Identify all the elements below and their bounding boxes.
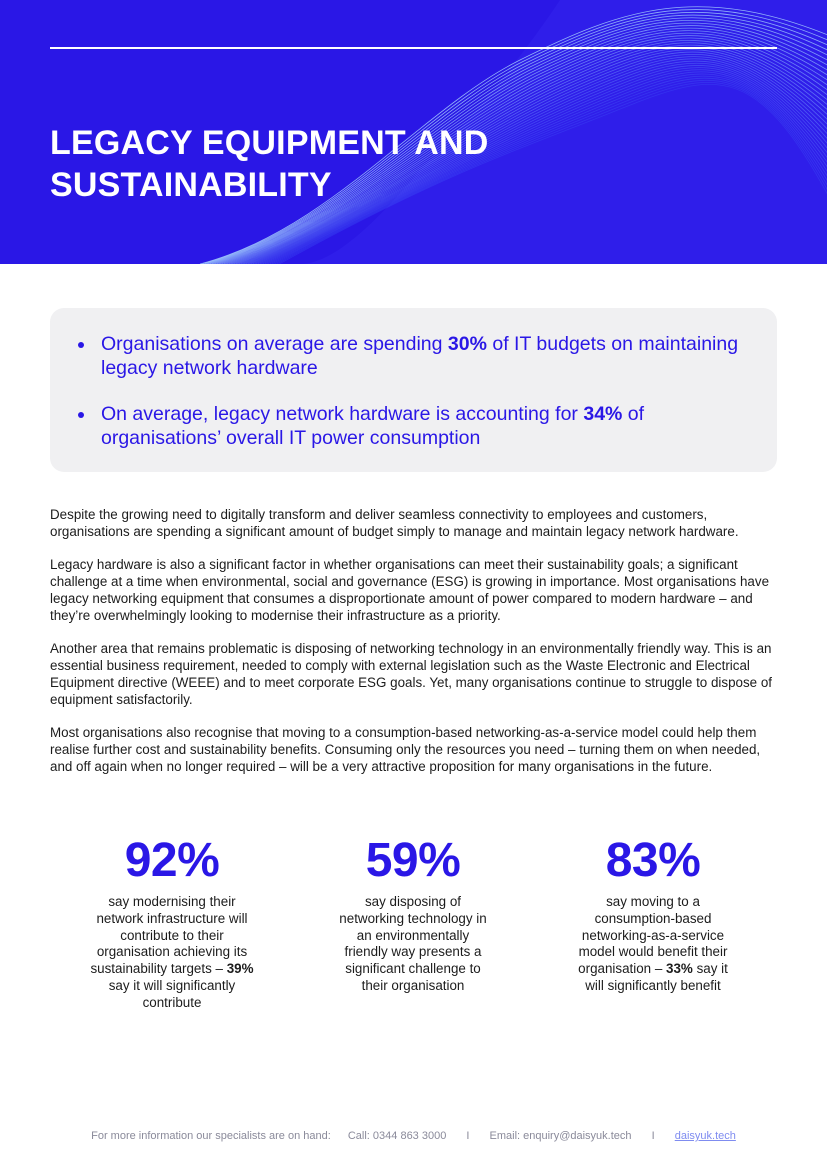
bullet-icon bbox=[78, 412, 84, 418]
stat-text: say it will significantly contribute bbox=[108, 977, 236, 1010]
footer-phone[interactable]: Call: 0344 863 3000 bbox=[347, 1130, 447, 1142]
key-finding-text: On average, legacy network hardware is a… bbox=[101, 403, 584, 425]
stat-column: 59% say disposing of networking technolo… bbox=[313, 836, 513, 995]
footer-intro: For more information our specialists are… bbox=[91, 1130, 331, 1142]
footer-email[interactable]: Email: enquiry@daisyuk.tech bbox=[489, 1130, 632, 1142]
footer-website-link[interactable]: daisyuk.tech bbox=[674, 1130, 736, 1142]
key-finding-figure: 30% bbox=[447, 333, 487, 355]
body-copy: Despite the growing need to digitally tr… bbox=[50, 507, 780, 793]
wave-pattern-graphic bbox=[199, 0, 827, 264]
key-finding-figure: 34% bbox=[583, 403, 623, 425]
key-findings-panel: Organisations on average are spending 30… bbox=[50, 308, 777, 472]
body-paragraph: Most organisations also recognise that m… bbox=[50, 725, 761, 774]
key-findings-list: Organisations on average are spending 30… bbox=[78, 332, 758, 472]
stat-text: say modernising their network infrastruc… bbox=[90, 894, 248, 977]
footer-separator: I bbox=[651, 1130, 655, 1142]
bullet-icon bbox=[78, 342, 84, 348]
stat-text: say it will significantly benefit bbox=[585, 961, 728, 993]
body-paragraph: Despite the growing need to digitally tr… bbox=[50, 507, 739, 539]
page-title-line-2: SUSTAINABILITY bbox=[50, 166, 332, 204]
key-finding-text: Organisations on average are spending bbox=[101, 333, 448, 355]
footer: For more information our specialists are… bbox=[0, 1129, 827, 1143]
key-finding-text: of organisations’ overall IT power consu… bbox=[101, 403, 645, 449]
key-finding-item: On average, legacy network hardware is a… bbox=[78, 402, 758, 450]
body-paragraph: Another area that remains problematic is… bbox=[50, 641, 773, 707]
stat-bold-figure: 33% bbox=[666, 961, 693, 977]
page-title-line-1: LEGACY EQUIPMENT AND bbox=[50, 124, 489, 162]
stat-text: say disposing of networking technology i… bbox=[339, 894, 487, 993]
page-title: LEGACY EQUIPMENT AND SUSTAINABILITY bbox=[50, 122, 610, 206]
stat-description: say modernising their network infrastruc… bbox=[86, 894, 258, 1012]
key-finding-item: Organisations on average are spending 30… bbox=[78, 332, 758, 380]
stat-description: say disposing of networking technology i… bbox=[338, 894, 488, 995]
stat-bold-figure: 39% bbox=[226, 961, 254, 977]
stat-description: say moving to a consumption-based networ… bbox=[571, 894, 736, 995]
stat-value: 92% bbox=[124, 834, 220, 887]
stat-value: 83% bbox=[605, 834, 701, 887]
stat-column: 83% say moving to a consumption-based ne… bbox=[553, 836, 753, 995]
stat-value: 59% bbox=[365, 834, 461, 887]
stat-column: 92% say modernising their network infras… bbox=[72, 836, 272, 1012]
footer-separator: I bbox=[466, 1130, 470, 1142]
body-paragraph: Legacy hardware is also a significant fa… bbox=[50, 557, 770, 623]
key-finding-text: of IT budgets on maintaining legacy netw… bbox=[101, 333, 739, 379]
header-rule bbox=[50, 47, 777, 49]
stat-text: say moving to a consumption-based networ… bbox=[578, 894, 728, 977]
header-banner: LEGACY EQUIPMENT AND SUSTAINABILITY bbox=[0, 0, 827, 264]
